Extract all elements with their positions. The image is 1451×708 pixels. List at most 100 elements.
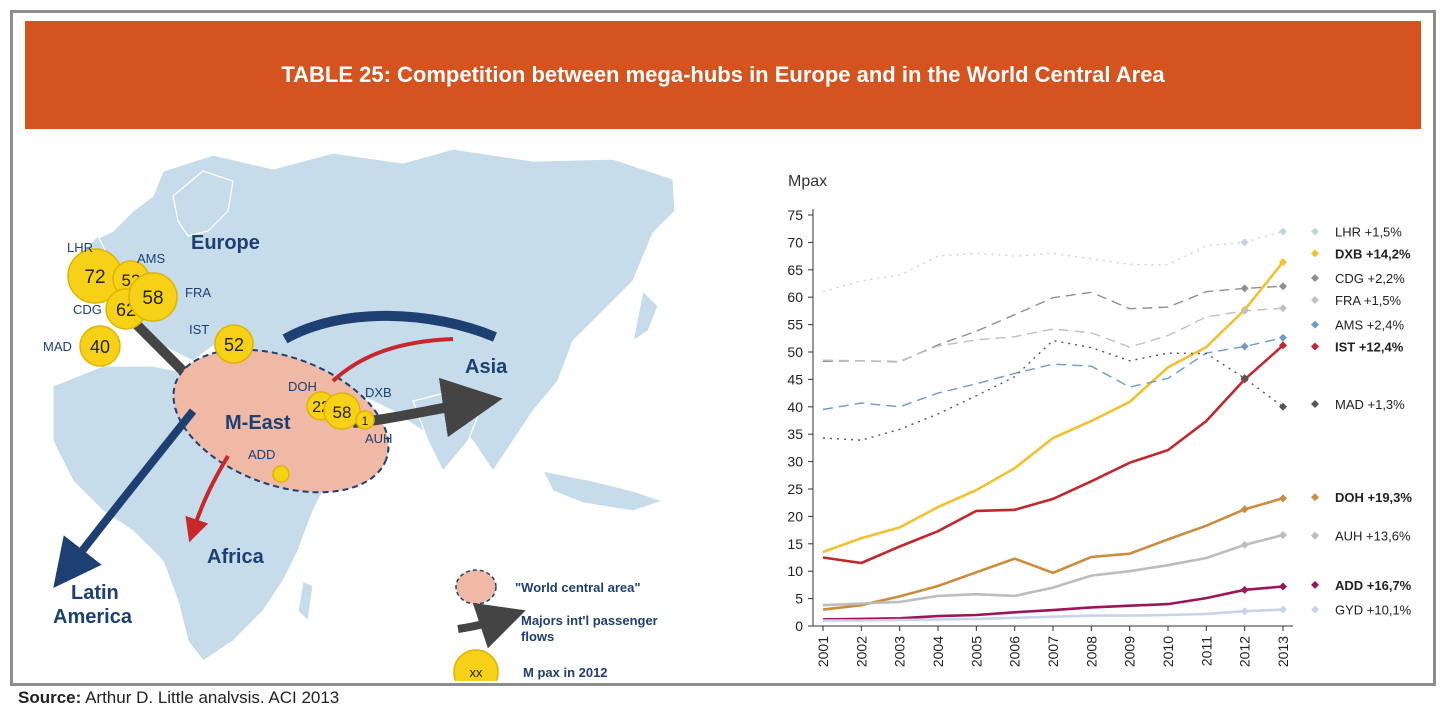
flow-arrow-europe-grey bbox=[129, 317, 187, 375]
label-latam-line1: Latin bbox=[71, 582, 119, 604]
x-tick-label: 2002 bbox=[853, 636, 869, 667]
y-tick-label: 65 bbox=[787, 262, 803, 278]
hub-ist: 52 IST bbox=[189, 322, 254, 364]
series-marker-mad bbox=[1279, 402, 1287, 411]
hub-code: MAD bbox=[43, 339, 72, 354]
y-tick-label: 35 bbox=[787, 426, 803, 442]
legend-marker-fra bbox=[1311, 295, 1319, 304]
x-tick-label: 2004 bbox=[930, 636, 946, 667]
line-chart: Mpax 0 5 10 15 20 25 30 35 40 45 50 55 60 65 70 75 2001 2… bbox=[787, 173, 1412, 667]
chart-series bbox=[822, 227, 1287, 622]
series-marker-gyd bbox=[1240, 607, 1249, 616]
legend-marker-dxb bbox=[1311, 249, 1319, 258]
legend-marker-add bbox=[1311, 580, 1319, 589]
legend-label-lhr: LHR +1,5% bbox=[1335, 224, 1402, 239]
series-marker-cdg bbox=[1240, 284, 1249, 293]
x-tick-label: 2005 bbox=[968, 636, 984, 667]
legend-flows-label-1: Majors int'l passenger bbox=[521, 613, 658, 628]
x-tick-label: 2009 bbox=[1122, 636, 1138, 667]
legend-area-swatch bbox=[455, 569, 497, 605]
series-marker-auh bbox=[1279, 531, 1287, 540]
madagascar-shape bbox=[297, 580, 314, 623]
hub-code: IST bbox=[189, 322, 209, 337]
japan-shape bbox=[632, 289, 659, 343]
hub-bubble bbox=[272, 465, 290, 483]
series-marker-ams bbox=[1240, 342, 1249, 351]
series-marker-auh bbox=[1240, 540, 1249, 549]
hub-auh: 1 AUH bbox=[355, 410, 392, 446]
hub-bubble bbox=[79, 325, 121, 367]
legend-marker-auh bbox=[1311, 531, 1319, 540]
legend-circle-sample: xx bbox=[470, 665, 484, 680]
chart-axes: 0 5 10 15 20 25 30 35 40 45 50 55 60 65 70 75 2001 2002 20… bbox=[787, 207, 1293, 667]
y-tick-label: 60 bbox=[787, 289, 803, 305]
y-tick-label: 15 bbox=[787, 536, 803, 552]
figure-title: TABLE 25: Competition between mega-hubs … bbox=[281, 62, 1165, 87]
hub-code: AUH bbox=[365, 431, 392, 446]
x-tick-label: 2003 bbox=[892, 636, 908, 667]
series-line-doh bbox=[822, 497, 1284, 611]
chart-legend: LHR +1,5% DXB +14,2% CDG +2,2% FRA +1,5% AMS… bbox=[1311, 224, 1412, 618]
hub-add: ADD bbox=[248, 447, 290, 483]
legend-marker-gyd bbox=[1311, 605, 1319, 614]
legend-marker-ams bbox=[1311, 320, 1319, 329]
y-tick-label: 45 bbox=[787, 371, 803, 387]
hub-code: LHR bbox=[67, 240, 93, 255]
legend-label-ams: AMS +2,4% bbox=[1335, 318, 1404, 333]
y-tick-label: 40 bbox=[787, 399, 803, 415]
label-africa: Africa bbox=[207, 546, 265, 568]
series-marker-fra bbox=[1240, 306, 1249, 315]
hub-value: 58 bbox=[142, 288, 163, 309]
series-marker-ams bbox=[1279, 333, 1287, 342]
source-label: Source: bbox=[18, 688, 82, 707]
series-marker-lhr bbox=[1240, 238, 1249, 247]
flow-arrow-asia-red bbox=[331, 337, 454, 383]
series-marker-add bbox=[1240, 585, 1249, 594]
y-tick-label: 75 bbox=[787, 207, 803, 223]
figure-frame: TABLE 25: Competition between mega-hubs … bbox=[10, 10, 1436, 695]
hub-bubble bbox=[128, 272, 178, 322]
scandinavia-shape bbox=[172, 170, 234, 237]
x-tick-label: 2001 bbox=[815, 636, 831, 667]
series-marker-dxb bbox=[1279, 258, 1287, 267]
series-line-lhr bbox=[822, 230, 1284, 293]
y-tick-label: 70 bbox=[787, 234, 803, 250]
hub-value: 58 bbox=[333, 403, 352, 422]
label-latam-line2: America bbox=[53, 606, 133, 628]
hub-mad: 40 MAD bbox=[43, 325, 121, 367]
legend-area-label: "World central area" bbox=[515, 580, 641, 595]
legend-marker-lhr bbox=[1311, 227, 1319, 236]
hub-code: DOH bbox=[288, 379, 317, 394]
hub-code: ADD bbox=[248, 447, 275, 462]
hub-bubble bbox=[323, 392, 361, 430]
legend-marker-mad bbox=[1311, 400, 1319, 409]
legend-circle-label: M pax in 2012 bbox=[523, 665, 608, 680]
hub-code: DXB bbox=[365, 385, 392, 400]
legend-label-mad: MAD +1,3% bbox=[1335, 397, 1405, 412]
y-axis-label: Mpax bbox=[788, 173, 827, 190]
label-mideast: M-East bbox=[225, 412, 291, 434]
y-tick-label: 30 bbox=[787, 454, 803, 470]
series-line-fra bbox=[822, 307, 1284, 363]
label-europe: Europe bbox=[191, 232, 260, 254]
legend-label-ist: IST +12,4% bbox=[1335, 340, 1404, 355]
series-marker-fra bbox=[1279, 304, 1287, 313]
y-tick-label: 25 bbox=[787, 481, 803, 497]
legend-label-dxb: DXB +14,2% bbox=[1335, 246, 1411, 261]
hub-code: FRA bbox=[185, 285, 211, 300]
series-line-dxb bbox=[822, 261, 1285, 554]
y-tick-label: 10 bbox=[787, 563, 803, 579]
legend-marker-ist bbox=[1311, 342, 1319, 351]
series-line-auh bbox=[822, 533, 1284, 607]
hub-value: 40 bbox=[90, 337, 110, 357]
hub-code: CDG bbox=[73, 302, 102, 317]
x-tick-label: 2010 bbox=[1160, 636, 1176, 667]
indonesia-shape bbox=[541, 470, 665, 512]
series-marker-ist bbox=[1279, 341, 1287, 350]
flow-arrow-latam bbox=[53, 408, 197, 588]
legend-marker-doh bbox=[1311, 493, 1319, 502]
title-banner: TABLE 25: Competition between mega-hubs … bbox=[25, 21, 1421, 129]
series-line-cdg bbox=[822, 285, 1284, 363]
hub-value: 52 bbox=[224, 335, 244, 355]
series-marker-lhr bbox=[1279, 227, 1287, 236]
